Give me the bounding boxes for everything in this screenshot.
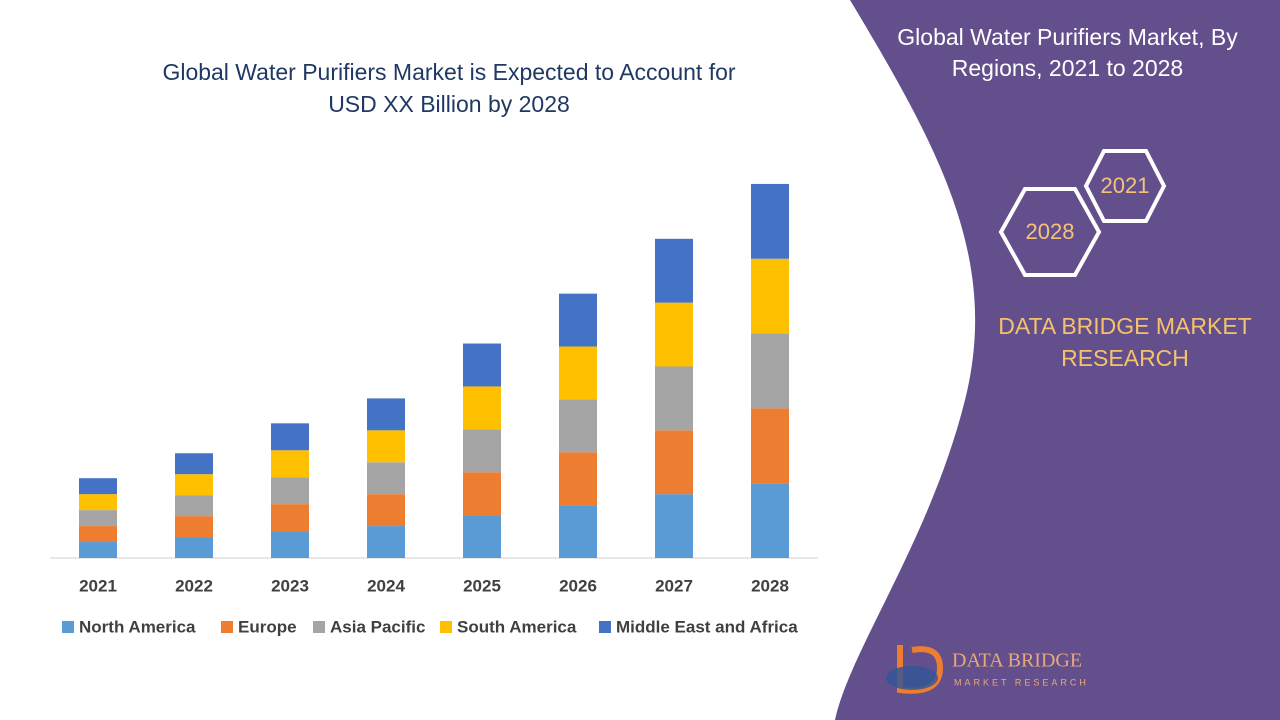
logo-mark: [886, 666, 938, 690]
bar-segment: [751, 408, 789, 484]
bar-segment: [175, 537, 213, 558]
chart-title: Global Water Purifiers Market is Expecte…: [162, 59, 736, 117]
logo-mark: [897, 645, 944, 694]
bar-segment: [79, 510, 117, 527]
x-tick-label: 2023: [271, 576, 309, 595]
bar-segment: [655, 430, 693, 495]
legend-swatch: [221, 621, 233, 633]
legend-label: Asia Pacific: [330, 617, 425, 636]
legend-swatch: [599, 621, 611, 633]
bar-segment: [463, 515, 501, 558]
bar-segment: [751, 183, 789, 259]
legend-label: North America: [79, 617, 196, 636]
logo-tagline: MARKET RESEARCH: [954, 677, 1089, 687]
bar-segment: [463, 472, 501, 516]
bar-segment: [655, 494, 693, 558]
panel-title: Global Water Purifiers Market, By Region…: [897, 24, 1238, 81]
side-panel: [835, 0, 1280, 720]
bar-segment: [463, 343, 501, 387]
bar-segment: [367, 526, 405, 558]
bar-segment: [655, 366, 693, 431]
hex-label: 2021: [1101, 173, 1150, 198]
bar-segment: [79, 478, 117, 495]
bar-segment: [271, 450, 309, 478]
x-tick-label: 2021: [79, 576, 117, 595]
bar-segment: [271, 477, 309, 505]
bar-segment: [463, 429, 501, 473]
bar-segment: [463, 386, 501, 430]
legend-swatch: [440, 621, 452, 633]
x-tick-label: 2026: [559, 576, 597, 595]
bar-segment: [79, 494, 117, 511]
bar-segment: [175, 495, 213, 517]
legend-swatch: [313, 621, 325, 633]
bar-segment: [751, 483, 789, 558]
bar-segment: [367, 462, 405, 495]
bar-segment: [559, 399, 597, 453]
hex-label: 2028: [1026, 219, 1075, 244]
legend-label: Middle East and Africa: [616, 617, 798, 636]
x-tick-label: 2024: [367, 576, 405, 595]
legend-swatch: [62, 621, 74, 633]
x-tick-label: 2022: [175, 576, 213, 595]
bar-segment: [751, 258, 789, 334]
brand-name: DATA BRIDGE MARKET RESEARCH: [998, 313, 1252, 371]
bar-segment: [751, 333, 789, 409]
logo-name: DATA BRIDGE: [952, 650, 1082, 672]
bar-segment: [559, 505, 597, 558]
bar-segment: [559, 346, 597, 400]
hexagon: [1083, 149, 1167, 223]
bar-segment: [175, 516, 213, 538]
x-tick-label: 2025: [463, 576, 501, 595]
legend-label: South America: [457, 617, 577, 636]
bar-segment: [655, 302, 693, 367]
hexagon: [998, 187, 1102, 277]
bar-segment: [367, 494, 405, 527]
bar-segment: [175, 453, 213, 475]
bar-segment: [271, 504, 309, 532]
x-tick-label: 2027: [655, 576, 693, 595]
bar-segment: [79, 526, 117, 543]
bar-segment: [79, 542, 117, 558]
bar-segment: [175, 474, 213, 496]
bar-segment: [559, 452, 597, 506]
bar-segment: [367, 398, 405, 431]
bar-segment: [271, 423, 309, 451]
bar-segment: [559, 293, 597, 347]
x-tick-label: 2028: [751, 576, 789, 595]
bar-segment: [655, 238, 693, 303]
bar-segment: [271, 531, 309, 558]
legend-label: Europe: [238, 617, 297, 636]
bar-segment: [367, 430, 405, 463]
